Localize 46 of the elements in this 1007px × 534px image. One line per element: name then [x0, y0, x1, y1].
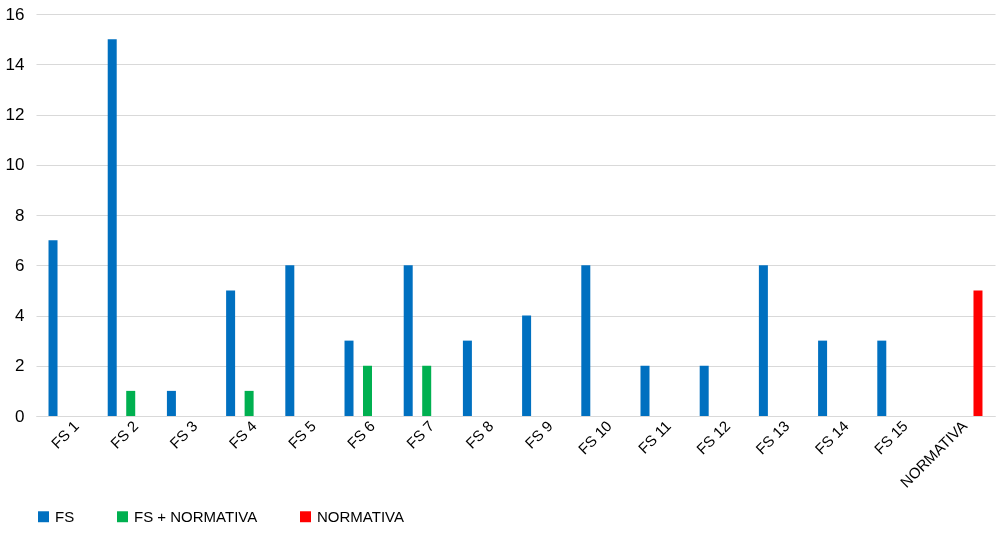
bar [166, 390, 176, 416]
bar [422, 365, 432, 416]
x-tick-label: FS 5 [284, 417, 319, 452]
bar [973, 290, 983, 416]
bar [462, 340, 472, 416]
y-tick-label: 2 [15, 356, 25, 376]
x-tick-label: FS 3 [166, 417, 201, 452]
bar [363, 365, 373, 416]
x-tick-label: FS 2 [106, 417, 142, 452]
bar [48, 240, 58, 416]
legend-label: FS [55, 507, 75, 525]
x-tick-label: FS 14 [811, 417, 852, 458]
legend-label: NORMATIVA [317, 507, 404, 525]
bar [877, 340, 887, 416]
bar [107, 39, 117, 416]
bar [522, 315, 532, 416]
x-tick-label: FS 6 [343, 417, 379, 452]
y-tick-label: 6 [15, 255, 25, 275]
y-tick-label: 0 [15, 406, 25, 426]
y-tick-label: 12 [5, 105, 25, 124]
bar [126, 390, 136, 416]
bar [758, 265, 768, 416]
y-tick-label: 4 [15, 306, 25, 325]
bar [699, 365, 709, 416]
x-tick-label: FS 12 [692, 417, 734, 458]
bar [344, 340, 354, 416]
x-tick-label: FS 10 [574, 417, 615, 458]
bar [403, 265, 413, 416]
y-tick-label: 10 [5, 155, 25, 175]
x-tick-label: FS 8 [462, 417, 497, 452]
x-tick-label: FS 1 [47, 417, 83, 452]
bar [285, 265, 295, 416]
bar [244, 390, 254, 416]
x-tick-label: FS 13 [752, 417, 793, 458]
x-tick-label: FS 11 [634, 417, 675, 457]
legend-label: FS + NORMATIVA [134, 507, 258, 525]
y-tick-label: 16 [5, 4, 25, 24]
x-tick-label: FS 9 [521, 417, 556, 452]
y-tick-label: 14 [5, 54, 25, 74]
bar [226, 290, 236, 416]
x-tick-label: FS 7 [402, 417, 438, 452]
x-tick-label: FS 4 [225, 417, 260, 452]
y-tick-label: 8 [15, 205, 25, 225]
bar [581, 265, 591, 416]
bar [640, 365, 650, 416]
bar [818, 340, 828, 416]
